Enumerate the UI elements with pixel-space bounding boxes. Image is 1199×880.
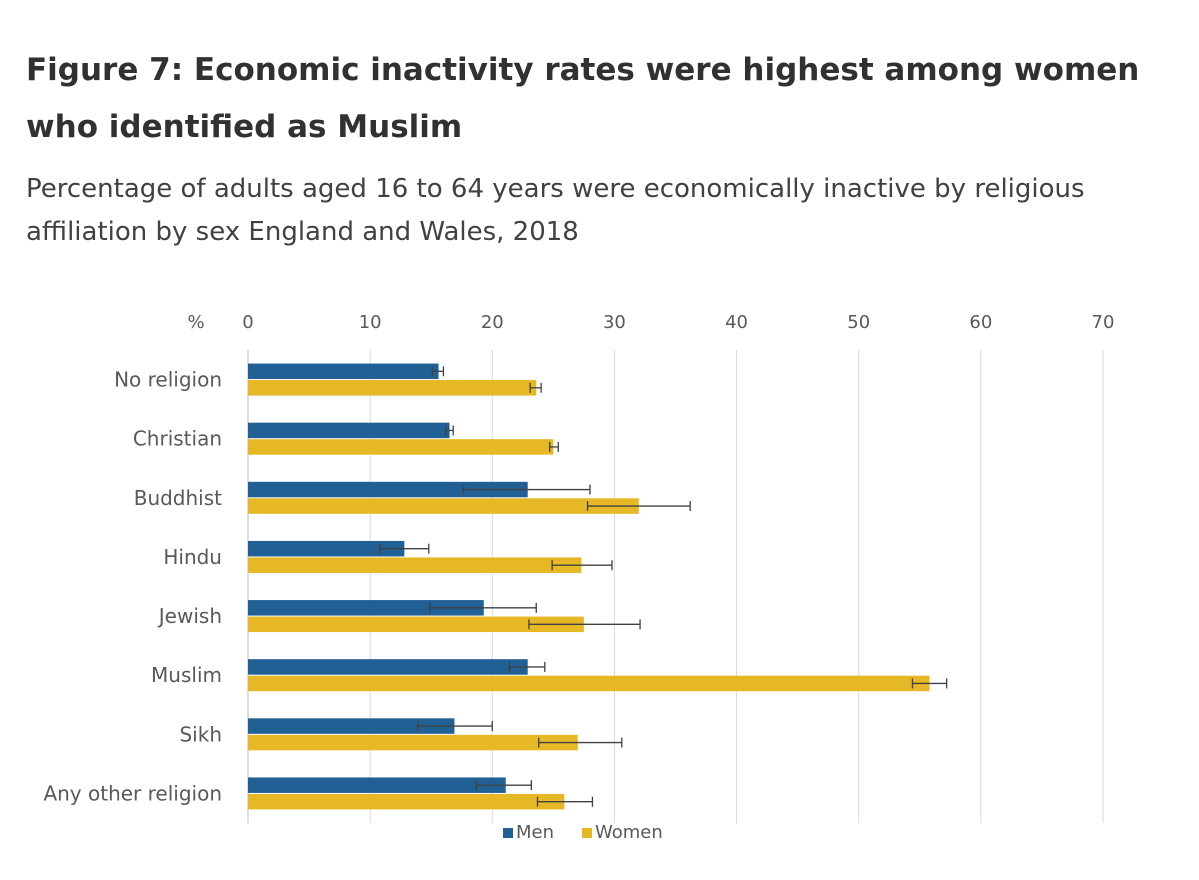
category-labels: No religion Christian Buddhist Hindu Jewish M… xyxy=(43,368,222,806)
x-tick-label: 50 xyxy=(847,312,870,333)
bar-chart: 0 10 20 30 40 50 60 70% No religion Christian Bud… xyxy=(43,312,1114,843)
legend-swatch-women xyxy=(582,828,592,838)
category-label: Muslim xyxy=(151,663,222,687)
legend-label-women: Women xyxy=(595,822,663,843)
category-label: Buddhist xyxy=(134,486,222,510)
bar-men xyxy=(248,481,528,498)
gridlines xyxy=(247,350,1104,823)
x-tick-label: 10 xyxy=(359,312,382,333)
category-label: Any other religion xyxy=(43,781,222,805)
x-tick-label: 20 xyxy=(481,312,504,333)
bar-men xyxy=(248,540,405,557)
bar-women xyxy=(248,439,554,455)
bar-women xyxy=(248,498,639,514)
category-label: Jewish xyxy=(157,604,222,628)
bar-women xyxy=(248,793,565,810)
bar-women xyxy=(248,557,582,573)
legend-swatch-men xyxy=(503,828,513,838)
x-tick-label: 70 xyxy=(1092,312,1115,333)
x-tick-label: 40 xyxy=(725,312,748,333)
x-tick-label: 0 xyxy=(242,312,253,333)
bar-men xyxy=(248,600,484,616)
x-tick-label: 60 xyxy=(969,312,992,333)
bar-women xyxy=(248,675,930,692)
bar-men xyxy=(248,718,455,734)
category-label: Sikh xyxy=(179,722,222,746)
bars xyxy=(248,363,930,810)
error-bars xyxy=(379,366,948,807)
chart-subtitle: Percentage of adults aged 16 to 64 years… xyxy=(26,174,1085,247)
x-tick-label: 30 xyxy=(603,312,626,333)
legend: Men Women xyxy=(503,822,663,843)
category-label: Hindu xyxy=(163,545,222,569)
x-axis-tick-labels: 0 10 20 30 40 50 60 70% xyxy=(187,312,1114,333)
bar-men xyxy=(248,363,439,380)
bar-women xyxy=(248,616,584,633)
bar-women xyxy=(248,380,537,396)
bar-men xyxy=(248,777,506,793)
bar-men xyxy=(248,659,528,675)
bar-women xyxy=(248,734,578,751)
chart-title: Figure 7: Economic inactivity rates were… xyxy=(26,52,1140,145)
category-label: No religion xyxy=(114,368,222,392)
unit-label: % xyxy=(187,312,204,333)
legend-label-men: Men xyxy=(516,822,554,843)
bar-men xyxy=(248,422,450,439)
category-label: Christian xyxy=(133,427,222,451)
